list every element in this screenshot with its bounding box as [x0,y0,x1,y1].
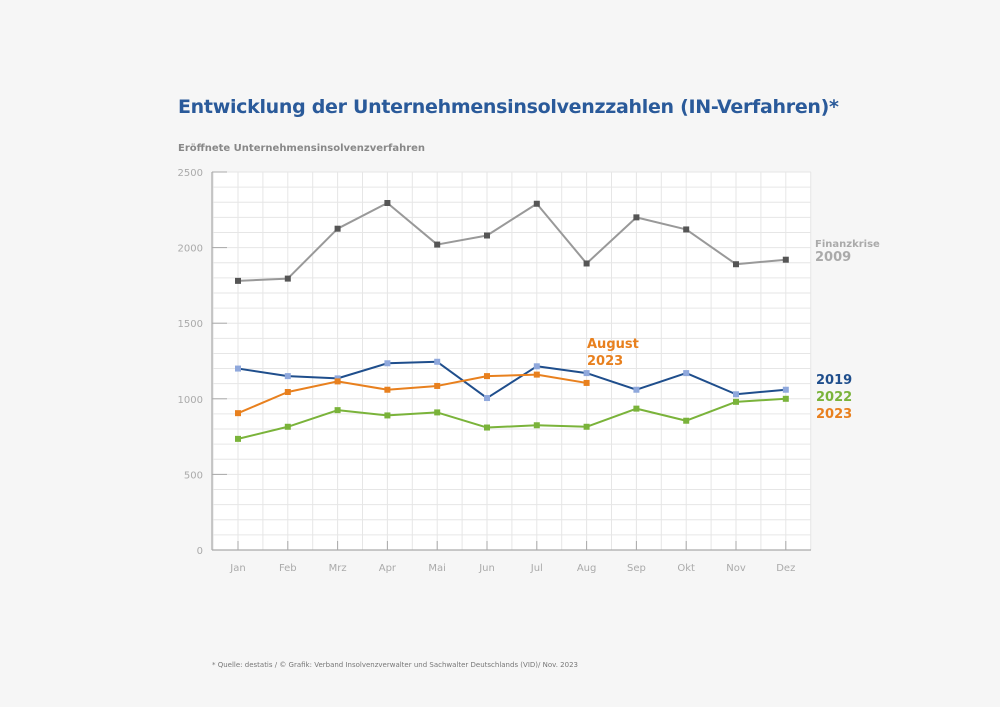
marker-2009 [384,199,391,206]
y-tick-label: 2000 [178,244,203,255]
marker-2022 [733,398,739,405]
axes [211,171,811,551]
y-tick-label: 1500 [178,319,203,330]
y-tick-label: 500 [184,470,203,481]
annotation-august: August [587,337,639,352]
marker-2019 [583,370,590,377]
marker-2009 [633,214,640,221]
marker-2023 [235,410,241,417]
marker-2009 [484,232,490,239]
marker-2019 [733,391,739,398]
marker-2022 [434,409,441,416]
label-finanzkrise: Finanzkrise [815,239,880,250]
marker-2019 [235,365,241,372]
annotation-2023: 2023 [587,354,623,369]
x-tick-label: Nov [726,563,746,574]
series-markers [235,199,789,442]
marker-2019 [633,386,640,393]
grid [212,171,812,550]
x-tick-label: Apr [379,563,397,574]
marker-2022 [533,422,540,429]
marker-2023 [583,379,590,386]
marker-2022 [583,423,590,430]
x-tick-label: Jan [229,563,245,574]
series-line-2022 [237,397,786,440]
series-line-2019 [237,360,786,400]
y-tick-label: 0 [197,546,203,557]
label-2019: 2019 [816,373,852,388]
marker-2022 [633,405,640,412]
marker-2009 [782,256,789,263]
marker-2022 [334,407,341,414]
x-tick-label: Okt [677,563,695,574]
marker-2009 [583,260,590,267]
chart-title: Entwicklung der Unternehmensinsolvenzzah… [178,96,839,118]
x-tick-label: Jun [478,563,495,574]
y-tick-label: 1000 [178,395,203,406]
marker-2023 [434,382,441,389]
tick-labels: 0 500 1000 1500 2000 2500 Jan Feb Mrz Apr Mai Jun Ju… [178,168,796,574]
marker-2009 [284,275,291,282]
marker-2019 [284,373,291,380]
x-tick-label: Mrz [329,563,347,574]
marker-2009 [434,241,441,248]
marker-2022 [284,423,291,430]
marker-2009 [334,225,341,232]
label-2022: 2022 [816,390,852,405]
marker-2022 [683,417,690,424]
series-line-2009 [237,201,786,282]
label-2023: 2023 [816,407,852,422]
x-tick-label: Aug [577,563,597,574]
label-2009: 2009 [815,250,851,265]
marker-2019 [782,386,789,393]
x-tick-label: Mai [428,563,446,574]
marker-2009 [533,200,540,207]
marker-2022 [384,412,391,419]
marker-2023 [384,386,391,393]
y-tick-label: 2500 [178,168,203,179]
marker-2022 [235,435,241,442]
marker-2019 [484,395,490,402]
x-tick-label: Feb [279,563,297,574]
marker-2009 [683,226,690,233]
marker-2009 [733,261,739,268]
x-tick-label: Sep [627,563,646,574]
footnote: * Quelle: destatis / © Grafik: Verband I… [212,661,578,669]
marker-2019 [533,363,540,370]
y-axis-label: Eröffnete Unternehmensinsolvenzverfahren [178,143,426,154]
marker-2023 [484,373,490,380]
marker-2019 [384,360,391,367]
marker-2022 [484,424,490,431]
series-lines [237,201,786,440]
marker-2022 [782,395,789,402]
marker-2019 [683,370,690,377]
marker-2023 [334,378,341,385]
marker-2023 [284,388,291,395]
marker-2019 [334,375,341,382]
x-tick-label: Dez [776,563,795,574]
marker-2019 [434,358,441,365]
series-line-2023 [237,373,587,415]
marker-2009 [235,277,241,284]
x-tick-label: Jul [530,563,543,574]
marker-2023 [533,371,540,378]
